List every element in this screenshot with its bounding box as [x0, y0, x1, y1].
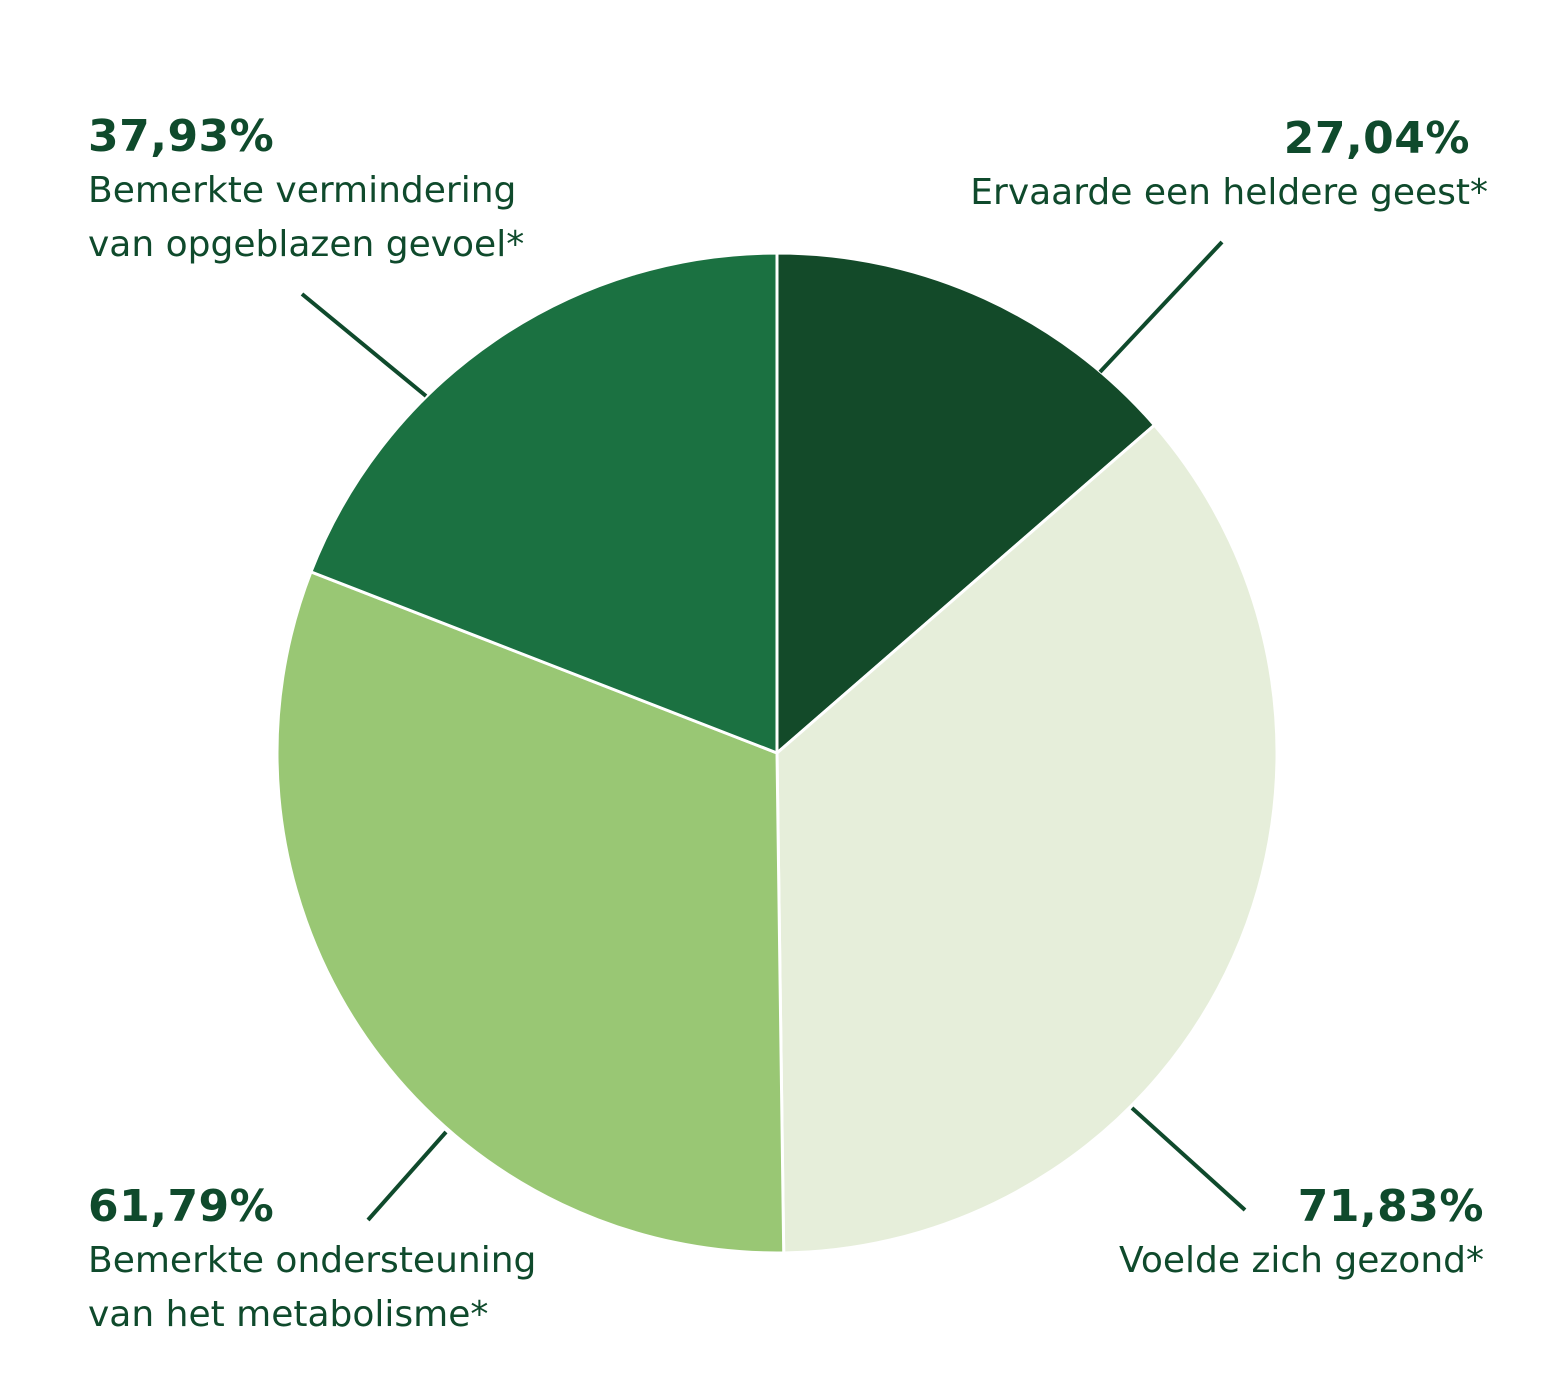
callout-clear-mind: 27,04% Ervaarde een heldere geest* — [970, 112, 1488, 220]
value-label-clear-mind: 27,04% — [1283, 113, 1470, 164]
leader-line-bloating — [300, 292, 428, 398]
pie-slice-healthy — [775, 423, 1279, 1255]
leader-line-clear-mind — [1098, 240, 1224, 374]
callout-bloating: 37,93% Bemerkte vermindering van opgebla… — [88, 110, 524, 272]
leader-line-healthy — [1130, 1106, 1247, 1212]
slice-label-metabolism-line2: van het metabolisme* — [88, 1294, 489, 1335]
slice-label-metabolism-line1: Bemerkte ondersteuning — [88, 1240, 537, 1281]
slice-label-bloating-line1: Bemerkte vermindering — [88, 170, 517, 211]
pie-slice-bloating — [309, 251, 779, 755]
value-label-metabolism: 61,79% — [88, 1181, 275, 1232]
value-label-bloating: 37,93% — [88, 111, 275, 162]
pie-slice-metabolism — [275, 570, 786, 1255]
callout-healthy: 71,83% Voelde zich gezond* — [1119, 1180, 1484, 1288]
slice-label-clear-mind: Ervaarde een heldere geest* — [970, 172, 1488, 213]
slice-label-bloating-line2: van opgeblazen gevoel* — [88, 224, 525, 265]
slice-label-healthy: Voelde zich gezond* — [1119, 1240, 1484, 1281]
pie-slice-clear-mind — [775, 251, 1156, 755]
leader-line-metabolism — [366, 1130, 448, 1222]
callout-metabolism: 61,79% Bemerkte ondersteuning van het me… — [88, 1180, 536, 1342]
value-label-healthy: 71,83% — [1297, 1181, 1484, 1232]
